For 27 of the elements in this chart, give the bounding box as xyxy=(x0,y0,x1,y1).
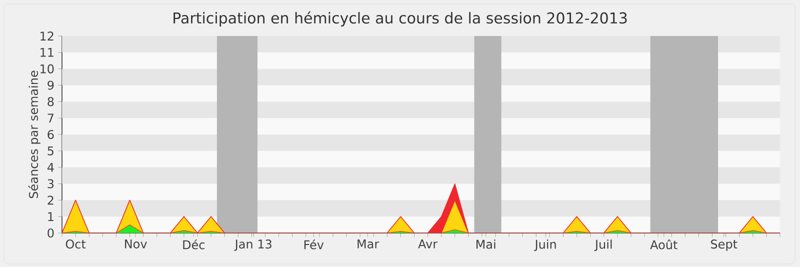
y-tick-label: 7 xyxy=(48,114,54,122)
y-tick-label: 11 xyxy=(40,48,54,57)
y-axis-title: Séances par semaine xyxy=(28,70,40,198)
chart-title: Participation en hémicycle au cours de la session 2012-2013 xyxy=(174,11,627,27)
y-tick-label: 6 xyxy=(48,130,54,140)
x-tick-label: Oct xyxy=(66,240,86,249)
y-tick-label: 5 xyxy=(48,146,54,156)
y-tick-label: 4 xyxy=(47,162,54,172)
x-tick-label: Mar xyxy=(358,240,380,248)
x-tick-label: Août xyxy=(650,240,678,250)
y-tick-label: 3 xyxy=(48,179,54,188)
y-tick-label: 10 xyxy=(40,64,54,74)
x-tick-label: Fév xyxy=(304,240,324,250)
y-tick-label: 2 xyxy=(48,196,54,205)
x-tick-label: Avr xyxy=(418,240,438,248)
x-tick-label: Nov xyxy=(125,240,147,248)
x-tick-label: Sept xyxy=(710,240,738,251)
y-tick-label: 12 xyxy=(40,32,54,40)
x-tick-label: Jan 13 xyxy=(234,240,272,251)
y-tick-label: 1 xyxy=(48,212,54,221)
x-tick-label: Juin xyxy=(534,240,556,252)
x-tick-label: Déc xyxy=(183,240,204,250)
y-tick-label: 0 xyxy=(48,228,54,238)
x-tick-label: Juil xyxy=(594,240,612,252)
x-tick-label: Mai xyxy=(476,240,496,249)
y-tick-label: 8 xyxy=(48,97,54,106)
y-tick-label: 9 xyxy=(48,80,54,90)
